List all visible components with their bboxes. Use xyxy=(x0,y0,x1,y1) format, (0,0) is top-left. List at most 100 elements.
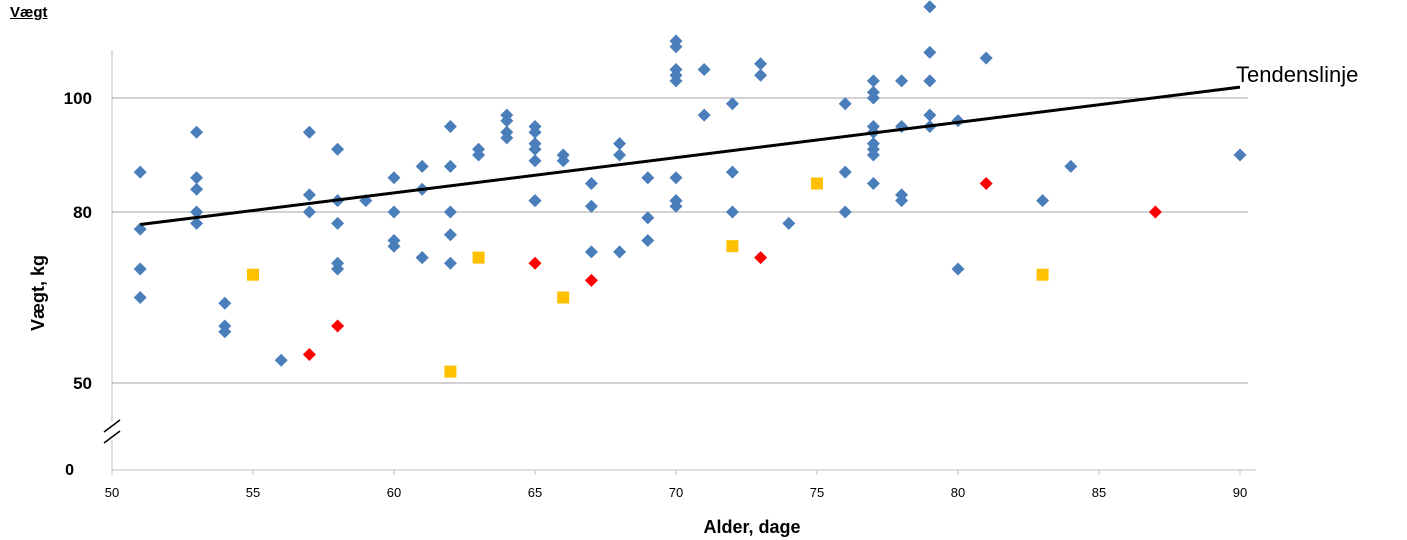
data-point-diamond xyxy=(190,171,204,185)
data-point-diamond xyxy=(331,216,345,230)
data-point-square xyxy=(247,268,259,281)
data-point-diamond xyxy=(669,74,683,88)
data-point-diamond xyxy=(472,148,486,162)
data-point-diamond xyxy=(190,125,204,139)
x-axis-label: Alder, dage xyxy=(703,517,800,537)
data-point-diamond xyxy=(754,251,768,265)
data-point-diamond xyxy=(387,239,401,253)
x-tick-label: 85 xyxy=(1092,485,1106,500)
data-point-diamond xyxy=(866,91,880,105)
data-point-diamond xyxy=(923,0,937,14)
data-point-diamond xyxy=(302,125,316,139)
data-point-diamond xyxy=(669,40,683,54)
data-point-diamond xyxy=(528,194,542,208)
data-point-diamond xyxy=(1064,159,1078,173)
data-point-diamond xyxy=(190,182,204,196)
data-point-diamond xyxy=(331,319,345,333)
x-tick-label: 55 xyxy=(246,485,260,500)
data-point-square xyxy=(811,177,823,190)
data-point-diamond xyxy=(725,165,739,179)
data-point-diamond xyxy=(274,353,288,367)
data-point-diamond xyxy=(697,63,711,76)
data-point-diamond xyxy=(613,148,627,162)
data-point-diamond xyxy=(528,142,542,156)
data-point-diamond xyxy=(133,222,147,236)
data-point-diamond xyxy=(641,171,655,185)
y-tick-label: 50 xyxy=(73,374,92,393)
data-point-diamond xyxy=(302,348,316,361)
data-point-diamond xyxy=(1148,205,1162,219)
y-tick-label: 100 xyxy=(64,89,92,108)
data-point-diamond xyxy=(584,177,598,190)
y-tick-label: 80 xyxy=(73,203,92,222)
data-point-square xyxy=(472,251,485,264)
x-tick-label: 70 xyxy=(669,485,683,500)
data-point-diamond xyxy=(500,114,514,128)
trendline xyxy=(140,85,1241,227)
x-tick-label: 90 xyxy=(1233,485,1247,500)
data-point-diamond xyxy=(979,177,993,190)
data-point-diamond xyxy=(302,205,316,219)
data-point-diamond xyxy=(331,256,345,270)
data-point-diamond xyxy=(725,205,739,219)
data-point-diamond xyxy=(302,188,316,202)
data-point-square xyxy=(557,291,570,304)
data-point-square xyxy=(1036,268,1049,281)
x-tick-label: 60 xyxy=(387,485,401,500)
data-point-diamond xyxy=(528,256,542,270)
data-point-diamond xyxy=(669,194,683,208)
x-tick-label: 80 xyxy=(951,485,965,500)
data-point-diamond xyxy=(923,108,937,122)
data-point-diamond xyxy=(387,205,401,219)
corner-title: Vægt xyxy=(10,4,48,21)
data-point-diamond xyxy=(641,234,655,247)
data-point-diamond xyxy=(528,125,542,139)
data-point-diamond xyxy=(838,165,852,179)
data-point-diamond xyxy=(190,205,204,219)
data-point-diamond xyxy=(133,165,147,179)
data-point-diamond xyxy=(613,137,627,151)
axis-break-marker xyxy=(100,419,126,444)
x-tick-label: 75 xyxy=(810,485,824,500)
data-point-diamond xyxy=(218,325,232,339)
data-point-diamond xyxy=(584,273,598,287)
data-point-diamond xyxy=(133,262,147,276)
y-axis-label: Vægt, kg xyxy=(28,255,48,331)
data-point-diamond xyxy=(697,108,711,122)
data-point-diamond xyxy=(895,194,909,208)
y-break-zero-label: 0 xyxy=(65,462,74,479)
data-point-diamond xyxy=(754,68,768,82)
data-point-diamond xyxy=(613,245,627,259)
data-point-diamond xyxy=(641,211,655,225)
data-point-diamond xyxy=(895,74,909,88)
data-point-square xyxy=(444,365,457,378)
data-point-diamond xyxy=(331,142,345,156)
data-point-diamond xyxy=(584,245,598,259)
data-point-diamond xyxy=(387,171,401,185)
data-point-diamond xyxy=(923,45,937,59)
data-point-diamond xyxy=(415,159,429,173)
data-point-diamond xyxy=(866,148,880,162)
data-point-diamond xyxy=(443,205,457,219)
data-point-diamond xyxy=(500,131,514,145)
data-point-diamond xyxy=(1036,194,1050,208)
data-point-diamond xyxy=(866,74,880,88)
data-point-diamond xyxy=(415,251,429,265)
data-point-diamond xyxy=(1233,148,1247,162)
data-point-diamond xyxy=(754,57,768,71)
trendline-label: Tendenslinje xyxy=(1236,62,1358,87)
data-point-diamond xyxy=(443,228,457,242)
data-point-diamond xyxy=(584,199,598,213)
data-point-diamond xyxy=(190,216,204,230)
data-point-diamond xyxy=(218,296,232,310)
data-point-diamond xyxy=(979,51,993,65)
data-point-diamond xyxy=(923,74,937,88)
data-point-diamond xyxy=(528,154,542,168)
data-point-diamond xyxy=(725,97,739,111)
data-point-diamond xyxy=(133,291,147,304)
x-tick-label: 65 xyxy=(528,485,542,500)
data-point-diamond xyxy=(838,97,852,111)
data-point-diamond xyxy=(669,171,683,185)
data-point-diamond xyxy=(838,205,852,219)
